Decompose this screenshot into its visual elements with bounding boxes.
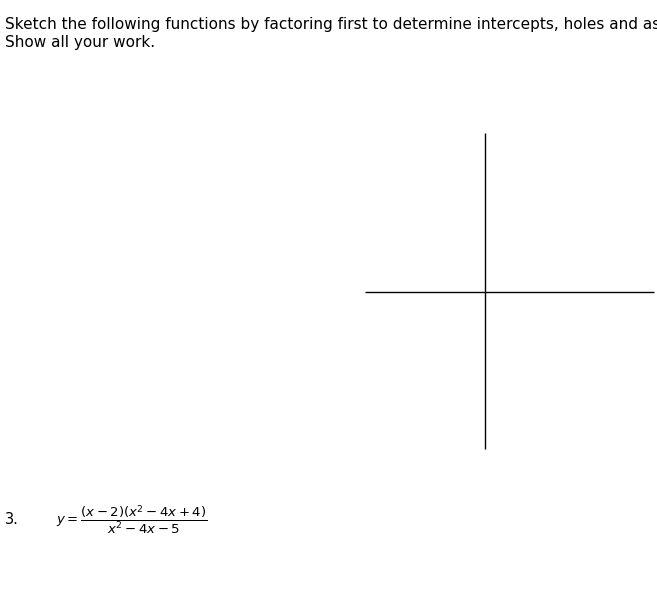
Text: 3.: 3. [5, 513, 19, 527]
Text: $y = \dfrac{(x-2)(x^{2}-4x+4)}{x^{2}-4x-5}$: $y = \dfrac{(x-2)(x^{2}-4x+4)}{x^{2}-4x-… [56, 504, 208, 536]
Text: Sketch the following functions by factoring first to determine intercepts, holes: Sketch the following functions by factor… [5, 17, 657, 32]
Text: Show all your work.: Show all your work. [5, 35, 156, 50]
